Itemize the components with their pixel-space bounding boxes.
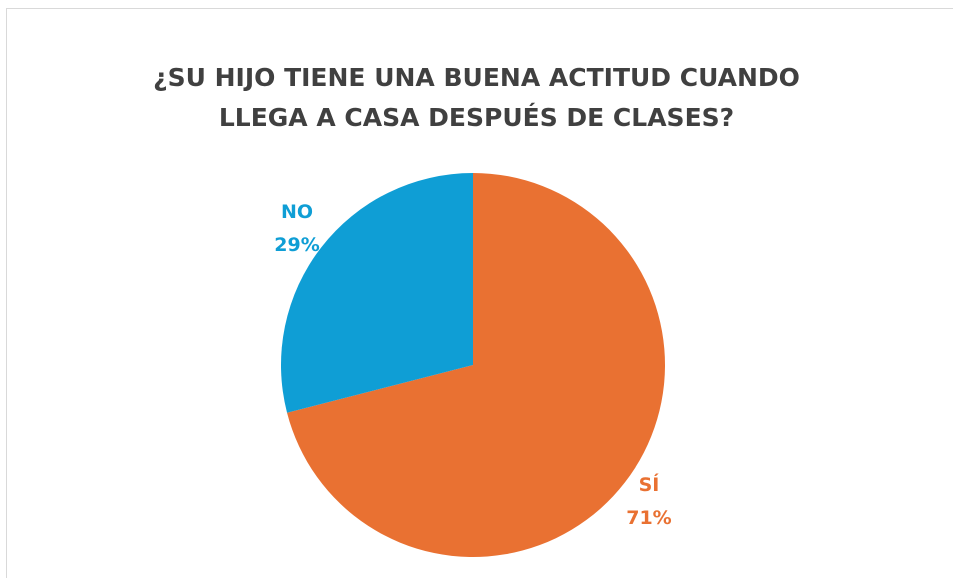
slice-value-label: 71% — [626, 507, 671, 529]
chart-border — [6, 8, 953, 578]
slice-value-label: 29% — [274, 234, 319, 256]
pie-slice — [281, 173, 473, 413]
chart-title: ¿SU HIJO TIENE UNA BUENA ACTITUD CUANDO … — [153, 63, 800, 132]
slice-category-label: NO — [281, 201, 313, 223]
pie-slice — [287, 173, 666, 557]
slice-category-label: SÍ — [639, 473, 660, 496]
